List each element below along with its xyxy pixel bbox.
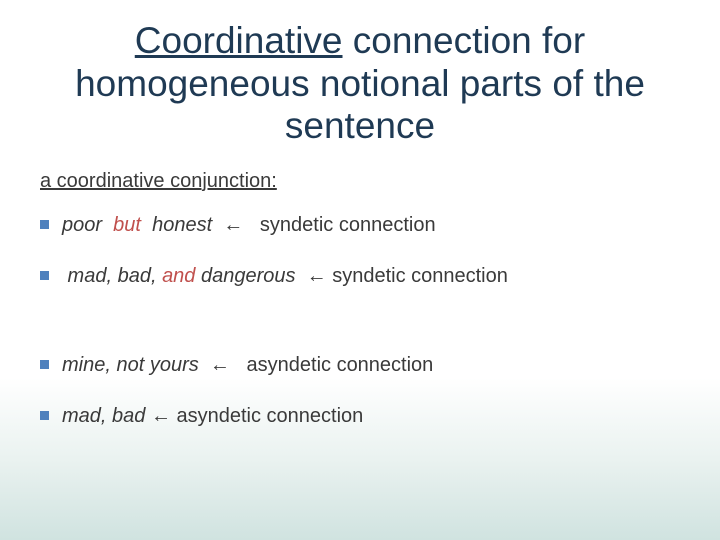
left-arrow-icon: ←	[223, 214, 243, 236]
bullet-tail-text: syndetic connection	[327, 265, 508, 287]
left-arrow-icon: ←	[210, 354, 230, 376]
left-arrow-icon: ←	[307, 265, 327, 287]
bullet-post-text: dangerous	[195, 265, 306, 287]
bullet-tail-text: asyndetic connection	[230, 354, 433, 376]
bullet-pre-text: mine, not yours	[62, 354, 210, 376]
subheading: a coordinative conjunction:	[40, 170, 680, 193]
slide: Coordinative connection for homogeneous …	[0, 0, 720, 540]
title-underlined-word: Coordinative	[135, 20, 343, 61]
slide-title: Coordinative connection for homogeneous …	[40, 20, 680, 148]
bullet-item: mad, bad ← asyndetic connection	[40, 404, 680, 429]
bullet-pre-text: poor	[62, 214, 113, 236]
bullet-post-text: honest	[141, 214, 223, 236]
left-arrow-icon: ←	[151, 405, 171, 427]
bullet-tail-text: syndetic connection	[243, 214, 435, 236]
bullet-conjunction: but	[113, 214, 141, 236]
bullet-list: poor but honest ← syndetic connection ma…	[40, 213, 680, 429]
bullet-pre-text: mad, bad,	[62, 265, 162, 287]
bullet-tail-text: asyndetic connection	[171, 405, 363, 427]
bullet-item: mine, not yours ← asyndetic connection	[40, 353, 680, 378]
bullet-pre-text: mad, bad	[62, 405, 151, 427]
bullet-conjunction: and	[162, 265, 195, 287]
bullet-item: poor but honest ← syndetic connection	[40, 213, 680, 238]
bullet-item: mad, bad, and dangerous ← syndetic conne…	[40, 264, 680, 289]
